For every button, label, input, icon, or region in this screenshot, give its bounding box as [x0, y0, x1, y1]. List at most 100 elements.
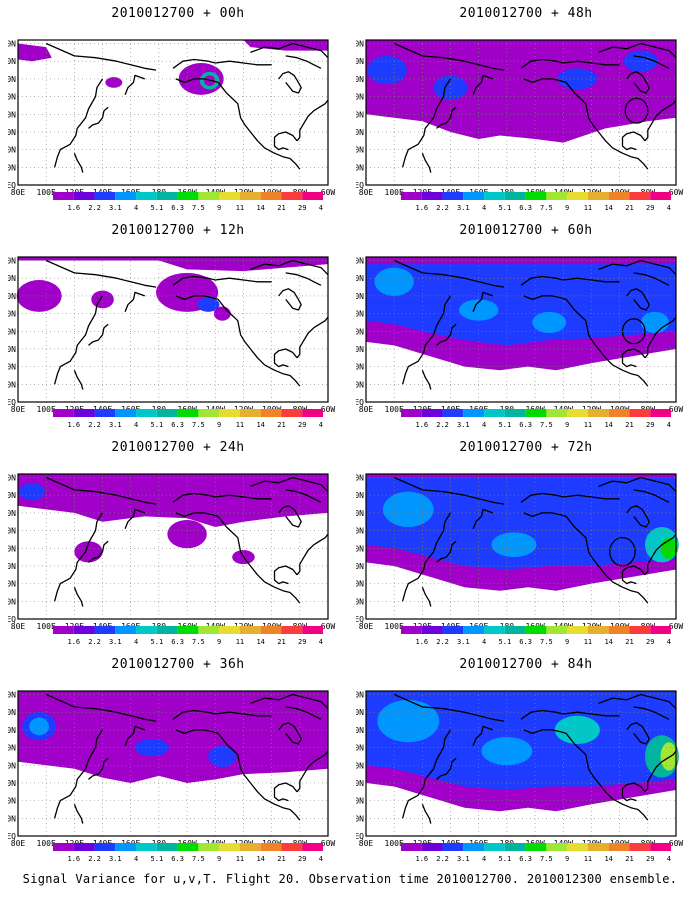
lon-tick-label: 60W	[669, 405, 684, 414]
coastline	[520, 58, 620, 69]
coastline	[401, 512, 452, 602]
colorbar-swatch	[484, 626, 505, 634]
colorbar-swatch	[421, 626, 443, 634]
colorbar-level-label: 2.2	[436, 421, 449, 429]
lat-tick-label: 30N	[8, 779, 16, 788]
colorbar-swatch	[421, 843, 443, 851]
coastline	[88, 757, 109, 780]
colorbar-swatch	[650, 843, 671, 851]
colorbar-swatch	[587, 409, 609, 417]
signal-variance-map: 80N70N60N50N40N30N20N10NEQ80E100E120E140…	[356, 39, 683, 197]
lon-tick-label: 100E	[385, 405, 404, 414]
colorbar-level-label: 9	[565, 855, 569, 863]
colorbar-level-label: 7.5	[192, 204, 205, 212]
colorbar-level-label: 40	[319, 421, 323, 429]
colorbar-level-label: 4	[134, 855, 138, 863]
colorbar-level-label: 6.3	[171, 421, 184, 429]
colorbar-swatch	[421, 409, 443, 417]
lat-tick-label: 10N	[8, 597, 16, 606]
colorbar-level-label: 4	[134, 638, 138, 646]
variance-shade	[16, 279, 62, 312]
coastline	[523, 295, 649, 387]
coastline	[273, 782, 298, 802]
coastline	[124, 508, 146, 530]
variance-shade	[366, 264, 676, 346]
colorbar-level-label: 14	[604, 638, 612, 646]
colorbar-level-label: 7.5	[540, 421, 553, 429]
coastline	[598, 42, 677, 59]
colorbar-swatch	[177, 843, 199, 851]
map-panel-60h: 2010012700 + 60h 80N 70N 60N 50N 40N 30N 20N 10…	[356, 217, 696, 429]
colorbar-swatch	[136, 409, 157, 417]
panel-title: 2010012700 + 12h	[111, 223, 245, 238]
lat-tick-label: 60N	[8, 726, 16, 735]
colorbar-level-label: 40	[319, 638, 323, 646]
colorbar-swatch	[53, 843, 74, 851]
colorbar-swatch	[463, 626, 485, 634]
coastline	[88, 106, 109, 129]
colorbar-level-label: 29	[646, 204, 654, 212]
coastline	[520, 492, 620, 503]
colorbar-swatch	[177, 409, 199, 417]
lat-tick-label: EQ	[8, 181, 16, 190]
colorbar-swatch	[650, 192, 671, 200]
lat-tick-label: 40N	[356, 544, 364, 553]
colorbar-swatch	[401, 192, 422, 200]
panel-title: 2010012700 + 72h	[459, 440, 593, 455]
colorbar-swatch	[281, 843, 303, 851]
coastline	[626, 722, 650, 745]
colorbar-swatch	[504, 843, 526, 851]
colorbar-level-label: 40	[319, 204, 323, 212]
coastline	[175, 78, 301, 170]
variance-shade	[623, 50, 658, 72]
variance-shade	[377, 699, 440, 743]
coastline	[436, 323, 457, 346]
map-panel-00h: 2010012700 + 00h 80N 70N 60N 50N 40N 30N 20N 10…	[8, 0, 348, 212]
colorbar-level-label: 1.6	[415, 855, 428, 863]
colorbar-swatch	[156, 843, 178, 851]
coastline	[296, 533, 329, 576]
map-panel-72h: 2010012700 + 72h 80N 70N 60N 50N 40N 30N 20N 10…	[356, 434, 696, 646]
coastline	[598, 259, 677, 276]
lat-tick-label: EQ	[8, 398, 16, 407]
colorbar-swatch	[567, 409, 588, 417]
colorbar-swatch	[281, 626, 303, 634]
colorbar-swatch	[504, 192, 526, 200]
lat-tick-label: 80N	[356, 691, 364, 700]
lon-tick-label: 80E	[11, 405, 26, 414]
coastline	[472, 508, 494, 530]
variance-shade	[433, 75, 468, 101]
colorbar-level-label: 21	[277, 204, 285, 212]
lat-tick-label: 40N	[356, 327, 364, 336]
lat-tick-label: 30N	[8, 562, 16, 571]
colorbar-level-label: 14	[604, 855, 612, 863]
coastline	[520, 275, 620, 286]
colorbar-level-label: 6.3	[519, 638, 532, 646]
colorbar-level-label: 29	[646, 421, 654, 429]
colorbar-level-label: 40	[667, 421, 671, 429]
colorbar-level-label: 21	[277, 855, 285, 863]
map-panel-36h: 2010012700 + 36h 80N 70N 60N 50N 40N 30N 20N 10…	[8, 651, 348, 863]
coastline	[421, 369, 432, 390]
variance-shade	[105, 77, 123, 88]
variance-shade	[532, 311, 567, 334]
colorbar-swatch	[53, 409, 74, 417]
colorbar-level-label: 14	[256, 638, 264, 646]
colorbar-swatch	[198, 409, 220, 417]
colorbar-swatch	[281, 409, 303, 417]
colorbar-level-label: 5.1	[151, 855, 164, 863]
coastline	[175, 729, 301, 821]
colorbar-swatch	[260, 409, 282, 417]
circle-marker	[624, 97, 649, 124]
lat-tick-label: 70N	[356, 708, 364, 717]
lat-tick-label: 50N	[8, 310, 16, 319]
coastline	[172, 58, 272, 69]
coastline	[53, 729, 104, 819]
map-panel-84h: 2010012700 + 84h 80N 70N 60N 50N 40N 30N 20N 10…	[356, 651, 696, 863]
lat-tick-label: 30N	[356, 345, 364, 354]
lon-tick-label: 80E	[359, 622, 374, 631]
colorbar-level-label: 4	[482, 638, 486, 646]
coastline	[296, 99, 329, 142]
signal-variance-map: 80N70N60N50N40N30N20N10NEQ80E100E120E140…	[8, 473, 335, 631]
colorbar-level-label: 5.1	[499, 638, 512, 646]
